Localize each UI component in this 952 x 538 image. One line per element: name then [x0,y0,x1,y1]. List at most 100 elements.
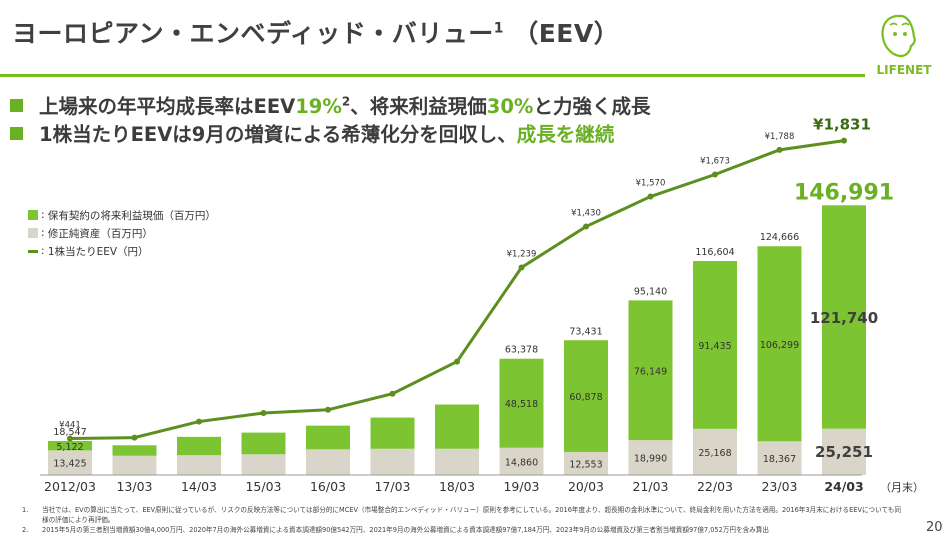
line-point-9 [647,193,654,200]
line-point-4 [325,406,331,413]
legend-item-eev-per-share: : 1株当たりEEV（円） [28,242,216,260]
label-total-9: 95,140 [634,286,667,297]
bar-future-profit-8 [564,340,608,452]
line-point-7 [518,264,525,271]
label-total-12: 146,991 [794,180,894,205]
bar-net-assets-10 [693,428,737,475]
x-tick-5: 17/03 [374,479,410,494]
line-points-group [67,137,847,442]
label-total-8: 73,431 [569,326,602,337]
footnote-1: 1. 当社では、EVの算出に当たって、EEV原則に従っているが、リスクの反映方法等… [22,506,901,524]
bar-future-profit-12 [822,205,866,429]
label-eev-per-share-8: ¥1,430 [571,209,601,219]
legend-swatch-beige [28,228,38,238]
label-net-assets-8: 12,553 [569,459,602,470]
line-point-0 [67,435,73,442]
chart-legend: : 保有契約の将来利益現価（百万円） : 修正純資産（百万円） : 1株当たりE… [28,206,216,260]
bar-net-assets-9 [628,440,673,475]
x-axis-unit: （月末） [880,480,924,494]
legend-item-net-assets: : 修正純資産（百万円） [28,224,216,242]
bar-future-profit-6 [435,404,479,449]
label-net-assets-9: 18,990 [634,454,667,465]
line-point-11 [776,146,783,153]
bar-net-assets-0 [48,450,92,475]
bullet-1: 上場来の年平均成長率はEEV19%2、将来利益現価30%と力強く成長 [10,90,651,119]
bullet-square-icon [10,127,23,140]
x-tick-11: 23/03 [761,479,797,494]
x-tick-7: 19/03 [503,479,539,494]
label-eev-per-share-10: ¥1,673 [700,156,730,166]
label-eev-per-share-7: ¥1,239 [507,249,537,259]
line-point-10 [712,171,718,178]
bar-net-assets-5 [370,448,415,475]
lifenet-logo: LIFENET [877,14,933,77]
bar-net-assets-6 [435,448,479,475]
label-future-profit-11: 106,299 [760,340,799,351]
label-net-assets-12: 25,251 [815,443,873,461]
data-labels-group: 13,425 5,122 18,547 14,860 48,518 63,378 12,55… [53,116,894,471]
bar-future-profit-5 [370,417,415,449]
label-future-profit-0: 5,122 [56,442,83,453]
label-future-profit-7: 48,518 [505,399,538,410]
title-underline [0,74,865,77]
legend-swatch-green [28,210,38,220]
bullet-2: 1株当たりEEVは9月の増資による希薄化分を回収し、成長を継続 [10,118,614,147]
bar-net-assets-4 [306,449,350,475]
bar-future-profit-3 [241,432,286,455]
svg-text:LIFENET: LIFENET [877,63,933,77]
label-future-profit-12: 121,740 [810,309,878,327]
bar-future-profit-2 [177,436,221,456]
x-tick-labels-group: 2012/03 13/03 14/03 15/03 16/03 17/03 18/03 19/… [44,479,864,494]
line-point-8 [583,223,589,230]
label-future-profit-8: 60,878 [569,392,602,403]
x-tick-12: 24/03 [824,479,863,494]
bar-future-profit-1 [112,445,157,456]
label-future-profit-10: 91,435 [698,341,731,352]
label-total-0: 18,547 [53,427,86,438]
line-point-2 [196,418,202,425]
x-tick-10: 22/03 [697,479,733,494]
bar-future-profit-7 [499,358,544,448]
label-net-assets-10: 25,168 [698,448,731,459]
footnote-2: 2. 2015年5月の第三者割当増資額30億4,000万円、2020年7月の海外公… [22,526,769,534]
bar-net-assets-8 [564,451,608,475]
x-tick-2: 14/03 [181,479,217,494]
x-tick-1: 13/03 [116,479,152,494]
bullet-square-icon [10,99,23,112]
bar-net-assets-1 [112,455,157,475]
x-tick-3: 15/03 [245,479,281,494]
page-title: ヨーロピアン・エンベディッド・バリュー1 （EEV） [12,19,620,48]
bars-group [48,205,866,475]
bar-future-profit-0 [48,440,92,451]
bar-future-profit-9 [628,300,673,441]
x-tick-6: 18/03 [439,479,475,494]
label-future-profit-9: 76,149 [634,366,667,377]
label-total-11: 124,666 [760,232,799,243]
line-point-6 [454,358,460,365]
legend-line-swatch [28,249,38,253]
bar-future-profit-11 [757,246,802,442]
line-point-12 [841,137,847,144]
label-eev-per-share-12: ¥1,831 [813,116,871,134]
bar-future-profit-4 [306,425,350,450]
label-total-7: 63,378 [505,345,538,356]
bar-net-assets-7 [499,447,544,475]
label-eev-per-share-9: ¥1,570 [636,179,666,189]
x-tick-4: 16/03 [310,479,346,494]
footnotes: 1. 当社では、EVの算出に当たって、EEV原則に従っているが、リスクの反映方法等… [22,505,902,535]
label-net-assets-11: 18,367 [763,454,796,465]
legend-item-future-profit: : 保有契約の将来利益現価（百万円） [28,206,216,224]
x-tick-0: 2012/03 [44,479,96,494]
label-net-assets-7: 14,860 [505,457,538,468]
page-number: 20 [926,520,943,535]
bar-future-profit-10 [693,261,737,429]
label-net-assets-0: 13,425 [53,459,86,470]
bar-net-assets-3 [241,454,286,475]
bar-net-assets-12 [822,428,866,475]
line-point-3 [260,409,267,416]
line-point-5 [389,390,396,397]
x-tick-9: 21/03 [632,479,668,494]
line-point-1 [131,434,138,441]
bar-net-assets-2 [177,455,221,475]
